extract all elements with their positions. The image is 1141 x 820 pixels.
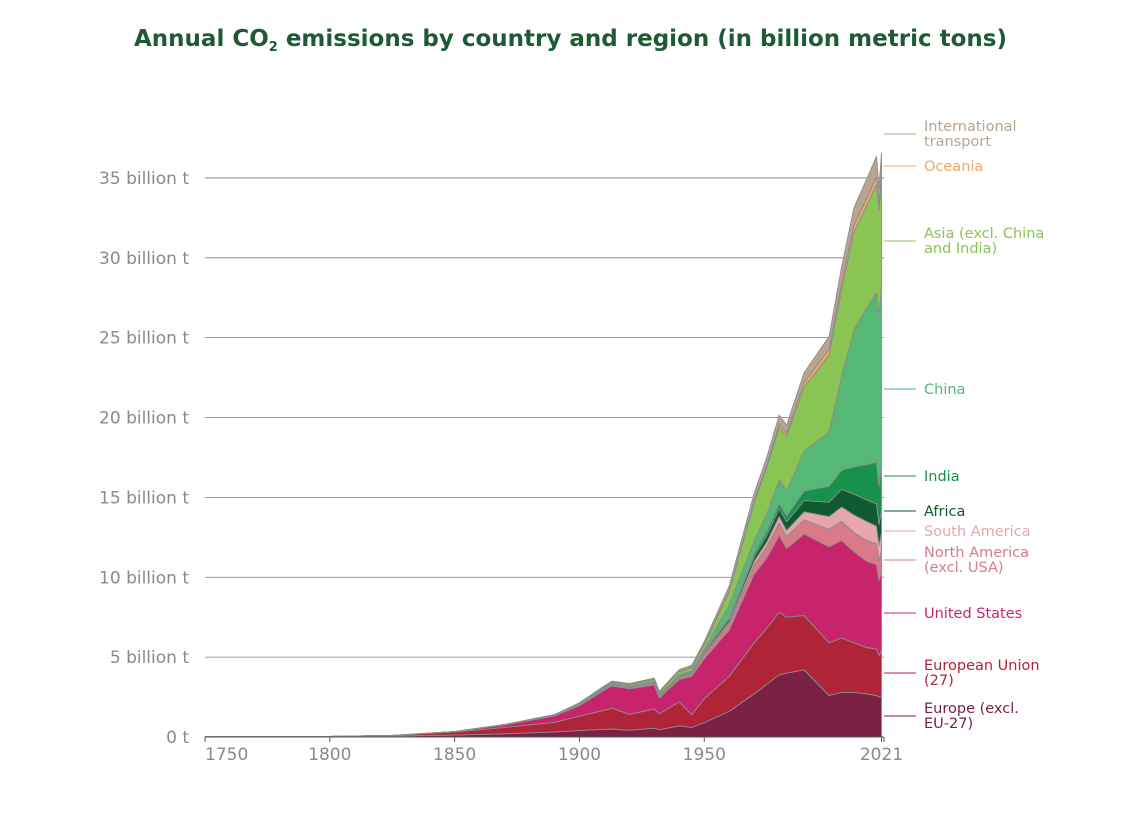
- series-label: Africa: [924, 504, 965, 520]
- series-label: China: [924, 382, 965, 398]
- series-label-line: (27): [924, 673, 954, 689]
- series-label-line: transport: [924, 134, 991, 150]
- y-tick-label: 30 billion t: [99, 249, 189, 269]
- series-label: North America (excl. USA): [924, 545, 1029, 576]
- y-tick-label: 5 billion t: [110, 648, 189, 668]
- area-layer: [204, 152, 882, 738]
- y-tick-label: 0 t: [166, 728, 189, 748]
- y-tick-label: 15 billion t: [99, 488, 189, 508]
- series-labels: International transport Oceania Asia (excl.…: [884, 119, 1044, 732]
- x-tick-label: 1900: [558, 745, 601, 765]
- y-tick-label: 35 billion t: [99, 169, 189, 189]
- series-label-line: India: [924, 469, 960, 485]
- series-label-line: EU-27): [924, 716, 973, 732]
- y-tick-label: 25 billion t: [99, 329, 189, 349]
- series-label-line: Asia (excl. China: [924, 226, 1044, 242]
- series-label-line: (excl. USA): [924, 560, 1004, 576]
- y-tick-label: 10 billion t: [99, 568, 189, 588]
- grid-lines: [205, 177, 884, 658]
- x-tick-label: 1950: [683, 745, 726, 765]
- series-label: United States: [924, 606, 1022, 622]
- series-label: South America: [924, 524, 1031, 540]
- series-label-line: United States: [924, 606, 1022, 622]
- series-label-line: South America: [924, 524, 1031, 540]
- axis-layer: 0 t 5 billion t 10 billion t 15 billion t 20…: [99, 169, 903, 765]
- series-label: International transport: [924, 119, 1017, 150]
- series-label-line: China: [924, 382, 965, 398]
- series-label: Asia (excl. China and India): [924, 226, 1044, 257]
- series-label-line: European Union: [924, 658, 1040, 674]
- series-label-line: International: [924, 119, 1017, 135]
- title-subscript: 2: [268, 40, 278, 55]
- series-label-line: and India): [924, 241, 997, 257]
- x-tick-label: 1750: [205, 745, 248, 765]
- series-label-line: Oceania: [924, 159, 983, 175]
- x-tick-label: 1800: [308, 745, 351, 765]
- title-suffix: emissions by country and region (in bill…: [277, 26, 1007, 52]
- chart-title: Annual CO2 emissions by country and regi…: [0, 26, 1141, 55]
- series-label: Oceania: [924, 159, 983, 175]
- series-label-line: Africa: [924, 504, 965, 520]
- x-tick-label: 1850: [433, 745, 476, 765]
- series-label: Europe (excl. EU-27): [924, 701, 1019, 732]
- area-international-transport: [204, 152, 882, 738]
- series-label-line: Europe (excl.: [924, 701, 1019, 717]
- series-label-line: North America: [924, 545, 1029, 561]
- series-label: European Union (27): [924, 658, 1040, 689]
- x-tick-label: 2021: [860, 745, 903, 765]
- series-label: India: [924, 469, 960, 485]
- y-tick-label: 20 billion t: [99, 409, 189, 429]
- title-prefix: Annual CO: [134, 26, 269, 52]
